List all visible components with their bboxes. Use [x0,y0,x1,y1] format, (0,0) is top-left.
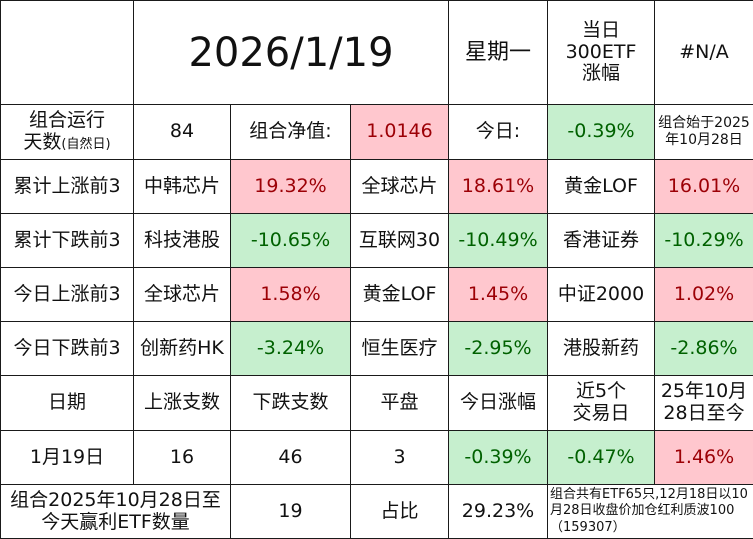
start-note: 组合始于2025 年10月28日 [655,105,753,160]
ranking-name: 恒生医疗 [351,322,449,376]
stats-since: 1.46% [655,431,753,485]
ranking-value: -2.86% [655,322,753,376]
natural-days-note: (自然日) [61,137,110,152]
stats-up: 16 [134,431,231,485]
etf-label: 当日 300ETF 涨幅 [548,1,655,105]
ranking-name: 黄金LOF [548,160,655,214]
start-note-line-2: 年10月28日 [655,132,753,150]
etf-label-line-2: 300ETF [548,42,654,64]
ranking-name: 全球芯片 [351,160,449,214]
ranking-value: -10.29% [655,214,753,268]
stats-date: 1月19日 [1,431,134,485]
ranking-label: 今日下跌前3 [1,322,134,376]
ranking-value: 19.32% [231,160,351,214]
ranking-label: 累计上涨前3 [1,160,134,214]
header-recent-5-days: 近5个 交易日 [548,376,655,431]
profit-count-label-line-1: 组合2025年10月28日至 [1,490,230,512]
stats-row: 1月19日 16 46 3 -0.39% -0.47% 1.46% [1,431,753,485]
ranking-name: 互联网30 [351,214,449,268]
ranking-name: 中韩芯片 [134,160,231,214]
ratio-label: 占比 [351,485,449,539]
stats-today: -0.39% [449,431,548,485]
stats-recent5: -0.47% [548,431,655,485]
ratio-value: 29.23% [449,485,548,539]
header-up-count: 上涨支数 [134,376,231,431]
corner-cell [1,1,134,105]
ranking-label: 累计下跌前3 [1,214,134,268]
ranking-name: 创新药HK [134,322,231,376]
ranking-value: 1.58% [231,268,351,322]
nav-label: 组合净值: [231,105,351,160]
ranking-name: 黄金LOF [351,268,449,322]
ranking-value: 1.45% [449,268,548,322]
ranking-name: 中证2000 [548,268,655,322]
nav-value: 1.0146 [351,105,449,160]
weekday: 星期一 [449,1,548,105]
profit-count-label: 组合2025年10月28日至 今天赢利ETF数量 [1,485,231,539]
ranking-value: 1.02% [655,268,753,322]
header-today-change: 今日涨幅 [449,376,548,431]
stats-down: 46 [231,431,351,485]
ranking-name: 科技港股 [134,214,231,268]
run-days-label-line-2: 天数(自然日) [1,132,133,154]
run-days-label: 组合运行 天数(自然日) [1,105,134,160]
ranking-value: -10.65% [231,214,351,268]
header-flat: 平盘 [351,376,449,431]
header-since-start: 25年10月 28日至今 [655,376,753,431]
ranking-row: 累计下跌前3 科技港股 -10.65% 互联网30 -10.49% 香港证券 -… [1,214,753,268]
etf-label-line-3: 涨幅 [548,63,654,85]
run-days-label-line-1: 组合运行 [1,110,133,132]
today-label: 今日: [449,105,548,160]
ranking-value: 18.61% [449,160,548,214]
header-since-line-2: 28日至今 [655,403,753,425]
ranking-label: 今日上涨前3 [1,268,134,322]
ranking-row: 累计上涨前3 中韩芯片 19.32% 全球芯片 18.61% 黄金LOF 16.… [1,160,753,214]
ranking-name: 全球芯片 [134,268,231,322]
ranking-value: 16.01% [655,160,753,214]
report-date: 2026/1/19 [134,1,449,105]
header-recent-line-1: 近5个 [548,381,654,403]
run-days-value: 84 [134,105,231,160]
portfolio-note: 组合共有ETF65只,12月18日以10月28日收盘价加仓红利质波100（159… [548,485,753,539]
header-down-count: 下跌支数 [231,376,351,431]
stats-flat: 3 [351,431,449,485]
today-value: -0.39% [548,105,655,160]
ranking-name: 香港证券 [548,214,655,268]
ranking-value: -3.24% [231,322,351,376]
etf-label-line-1: 当日 [548,20,654,42]
header-since-line-1: 25年10月 [655,381,753,403]
profit-count: 19 [231,485,351,539]
header-recent-line-2: 交易日 [548,403,654,425]
profit-count-label-line-2: 今天赢利ETF数量 [1,512,230,534]
start-note-line-1: 组合始于2025 [655,115,753,133]
header-date: 日期 [1,376,134,431]
ranking-value: -2.95% [449,322,548,376]
ranking-row: 今日下跌前3 创新药HK -3.24% 恒生医疗 -2.95% 港股新药 -2.… [1,322,753,376]
ranking-value: -10.49% [449,214,548,268]
ranking-row: 今日上涨前3 全球芯片 1.58% 黄金LOF 1.45% 中证2000 1.0… [1,268,753,322]
ranking-name: 港股新药 [548,322,655,376]
etf-value: #N/A [655,1,753,105]
